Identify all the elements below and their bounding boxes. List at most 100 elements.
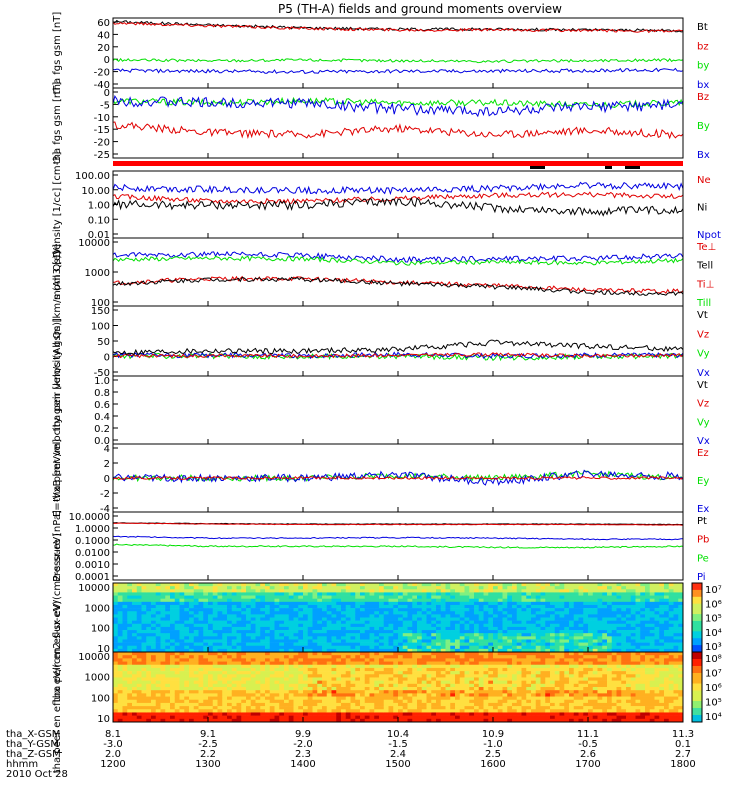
spectrogram-cell: [293, 652, 299, 656]
spectrogram-cell: [607, 604, 613, 609]
spectrogram-cell: [379, 630, 385, 634]
spectrogram-cell: [469, 648, 475, 653]
spectrogram-cell: [369, 712, 375, 716]
spectrogram-cell: [222, 642, 228, 647]
spectrogram-cell: [459, 589, 465, 593]
spectrogram-cell: [151, 598, 157, 603]
spectrogram-cell: [407, 604, 413, 609]
spectrogram-cell: [231, 598, 237, 603]
spectrogram-cell: [512, 664, 518, 669]
spectrogram-cell: [388, 718, 394, 723]
spectrogram-cell: [336, 683, 342, 688]
spectrogram-cell: [526, 683, 532, 688]
spectrogram-cell: [626, 614, 632, 618]
spectrogram-cell: [284, 667, 290, 672]
spectrogram-cell: [160, 620, 166, 625]
spectrogram-cell: [450, 633, 456, 637]
spectrogram-cell: [241, 693, 247, 697]
spectrogram-cell: [464, 690, 470, 694]
spectrogram-cell: [364, 608, 370, 612]
spectrogram-cell: [360, 601, 366, 606]
series-line: [112, 475, 684, 480]
spectrogram-cell: [507, 583, 513, 587]
spectrogram-cell: [398, 608, 404, 612]
spectrogram-cell: [668, 617, 674, 621]
spectrogram-cell: [607, 611, 613, 615]
spectrogram-cell: [217, 614, 223, 618]
spectrogram-cell: [170, 667, 176, 672]
spectrogram-cell: [155, 614, 161, 618]
spectrogram-cell: [179, 648, 185, 653]
spectrogram-cell: [550, 648, 556, 653]
spectrogram-cell: [521, 652, 527, 656]
spectrogram-cell: [132, 715, 138, 720]
spectrogram-cell: [630, 611, 636, 615]
spectrogram-cell: [222, 598, 228, 603]
spectrogram-cell: [516, 706, 522, 710]
spectrogram-cell: [203, 626, 209, 631]
spectrogram-cell: [426, 699, 432, 704]
spectrogram-cell: [355, 639, 361, 643]
spectrogram-cell: [141, 595, 147, 599]
spectrogram-cell: [222, 712, 228, 716]
spectrogram-cell: [122, 702, 128, 707]
spectrogram-cell: [369, 661, 375, 666]
spectrogram-cell: [241, 617, 247, 621]
spectrogram-cell: [193, 642, 199, 647]
y-tick-label: 10: [97, 714, 110, 725]
spectrogram-cell: [478, 661, 484, 666]
spectrogram-cell: [136, 667, 142, 672]
spectrogram-cell: [393, 645, 399, 650]
spectrogram-cell: [459, 683, 465, 688]
spectrogram-cell: [407, 617, 413, 621]
spectrogram-cell: [279, 620, 285, 625]
spectrogram-cell: [554, 630, 560, 634]
spectrogram-cell: [383, 592, 389, 596]
spectrogram-cell: [383, 645, 389, 650]
spectrogram-cell: [436, 667, 442, 672]
spectrogram-cell: [336, 639, 342, 643]
spectrogram-cell: [160, 706, 166, 710]
spectrogram-cell: [222, 595, 228, 599]
spectrogram-cell: [250, 636, 256, 640]
spectrogram-cell: [436, 645, 442, 650]
spectrogram-cell: [607, 614, 613, 618]
spectrogram-cell: [350, 620, 356, 625]
spectrogram-cell: [117, 623, 123, 628]
spectrogram-cell: [165, 674, 171, 678]
spectrogram-cell: [497, 639, 503, 643]
spectrogram-cell: [412, 683, 418, 688]
spectrogram-cell: [654, 636, 660, 640]
spectrogram-cell: [122, 614, 128, 618]
spectrogram-cell: [474, 611, 480, 615]
spectrogram-cell: [526, 636, 532, 640]
spectrogram-cell: [412, 645, 418, 650]
spectrogram-cell: [550, 658, 556, 662]
figure-title: P5 (TH-A) fields and ground moments over…: [278, 2, 562, 16]
spectrogram-cell: [241, 687, 247, 691]
spectrogram-cell: [459, 598, 465, 603]
spectrogram-cell: [393, 661, 399, 666]
spectrogram-cell: [265, 648, 271, 653]
spectrogram-cell: [189, 677, 195, 681]
spectrogram-cell: [113, 683, 119, 688]
spectrogram-cell: [307, 589, 313, 593]
spectrogram-cell: [364, 696, 370, 701]
spectrogram-cell: [649, 623, 655, 628]
spectrogram-cell: [174, 642, 180, 647]
spectrogram-cell: [217, 718, 223, 723]
spectrogram-cell: [445, 667, 451, 672]
spectrogram-cell: [478, 614, 484, 618]
spectrogram-cell: [502, 696, 508, 701]
spectrogram-cell: [307, 658, 313, 662]
spectrogram-cell: [208, 601, 214, 606]
spectrogram-cell: [417, 636, 423, 640]
spectrogram-cell: [602, 608, 608, 612]
spectrogram-cell: [331, 709, 337, 713]
spectrogram-cell: [136, 706, 142, 710]
spectrogram-cell: [678, 648, 684, 653]
spectrogram-cell: [179, 718, 185, 723]
spectrogram-cell: [336, 592, 342, 596]
spectrogram-cell: [189, 595, 195, 599]
spectrogram-cell: [393, 677, 399, 681]
